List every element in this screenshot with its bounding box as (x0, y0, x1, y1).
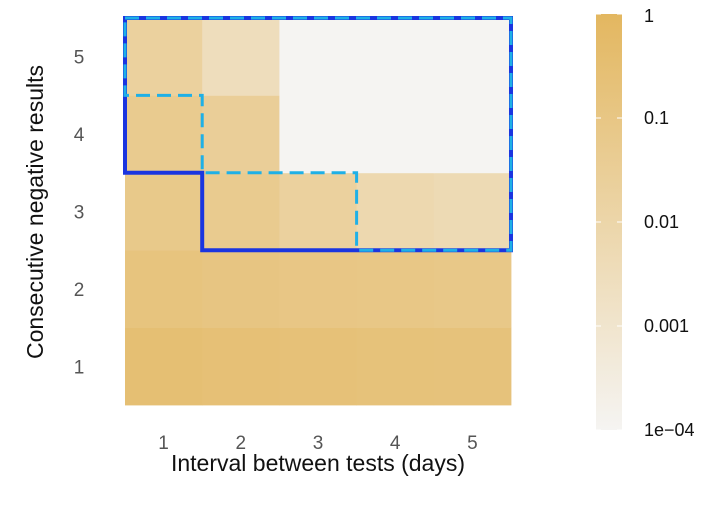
heatmap-cell (356, 95, 435, 174)
heatmap-cell (433, 18, 512, 96)
x-tick-label: 3 (313, 433, 324, 454)
x-tick-label: 5 (467, 433, 478, 454)
heatmap-cell (356, 172, 435, 251)
heatmap-cell (202, 95, 280, 174)
heatmap-cell (433, 250, 512, 328)
y-axis-label: Consecutive negative results (22, 65, 48, 359)
y-tick-label: 4 (74, 125, 85, 146)
heatmap-cell (202, 250, 280, 328)
heatmap-cell (279, 172, 357, 251)
heatmap-cell (279, 250, 357, 328)
dashed-region-outline (123, 16, 513, 252)
heatmap-cell (279, 95, 357, 174)
x-tick-label: 1 (158, 433, 169, 454)
x-axis-label: Interval between tests (days) (171, 450, 465, 476)
heatmap-cell (125, 250, 203, 328)
x-tick-label: 2 (236, 433, 247, 454)
colorbar-tick-label: 0.1 (644, 108, 669, 128)
colorbar-tick-label: 0.01 (644, 212, 679, 232)
heatmap-cell (202, 172, 280, 251)
heatmap-cell (356, 327, 435, 406)
colorbar-tick-label: 1 (644, 6, 654, 26)
heatmap-cell (125, 95, 203, 174)
x-axis-ticks: 1 2 3 4 5 (158, 433, 477, 454)
heatmap-cell (433, 172, 512, 251)
heatmap-cell (202, 18, 280, 96)
y-tick-label: 3 (74, 203, 85, 224)
y-tick-label: 5 (74, 48, 85, 69)
y-tick-label: 1 (74, 357, 85, 378)
heatmap-cell (279, 18, 357, 96)
heatmap-cell (279, 327, 357, 406)
highlight-regions (123, 16, 513, 253)
x-tick-label: 4 (390, 433, 401, 454)
heatmap-cell (125, 172, 203, 251)
heatmap-cells (125, 18, 512, 406)
heatmap-cell (356, 250, 435, 328)
heatmap-cell (433, 327, 512, 406)
heatmap-cell (356, 18, 435, 96)
heatmap-cell (125, 327, 203, 406)
colorbar-ticks: 1 0.1 0.01 0.001 1e−04 (596, 6, 695, 440)
colorbar-tick-label: 0.001 (644, 316, 689, 336)
heatmap-cell (433, 95, 512, 174)
y-tick-label: 2 (74, 280, 85, 301)
colorbar-tick-label: 1e−04 (644, 420, 695, 440)
heatmap-cell (125, 18, 203, 96)
heatmap-cell (202, 327, 280, 406)
y-axis-ticks: 1 2 3 4 5 (74, 48, 85, 379)
